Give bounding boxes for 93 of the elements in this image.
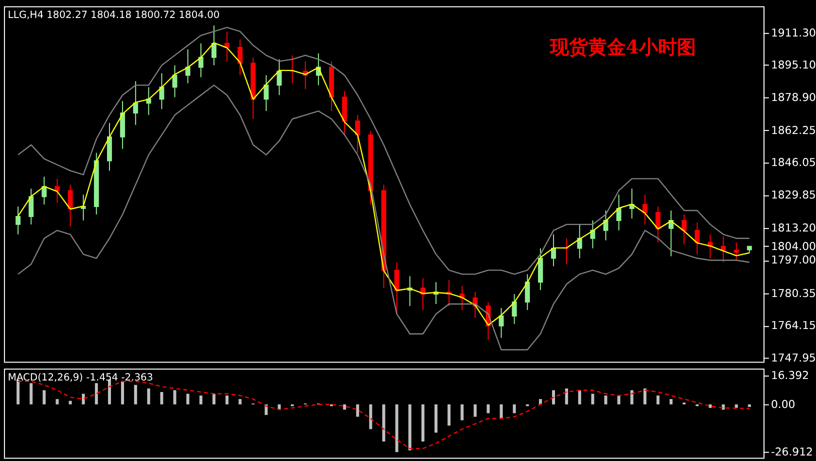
line-series <box>17 26 750 275</box>
bar <box>617 396 620 404</box>
y-tick-label: 0.00 <box>770 398 796 411</box>
y-tick-label: 1829.85 <box>770 188 816 202</box>
bar <box>56 399 59 404</box>
bar <box>121 381 124 404</box>
candlestick <box>120 100 126 150</box>
candlestick <box>616 194 622 231</box>
candlestick <box>734 242 739 261</box>
y-tick-label: 1911.30 <box>770 26 816 40</box>
candlestick <box>211 25 216 66</box>
bar <box>643 388 646 404</box>
bar <box>448 404 451 426</box>
bar <box>512 404 516 414</box>
candlestick <box>720 236 726 263</box>
bar <box>486 404 490 414</box>
y-tick-label: 1862.25 <box>770 124 816 137</box>
candlestick <box>159 72 164 110</box>
bar <box>670 399 673 404</box>
candlestick <box>394 262 400 314</box>
candlestick <box>107 122 112 172</box>
line-series <box>17 380 750 450</box>
candlestick <box>656 206 660 243</box>
candlestick <box>512 294 517 324</box>
bar <box>134 384 138 404</box>
candlestick <box>264 74 269 112</box>
y-tick-label: 1797.00 <box>770 254 816 267</box>
y-tick-label: 1804.00 <box>770 240 816 253</box>
candlestick <box>16 206 21 235</box>
bar <box>199 396 202 404</box>
bar <box>748 404 751 407</box>
y-tick-label: 1878.90 <box>770 90 816 104</box>
candlestick <box>642 194 648 225</box>
candlestick <box>524 274 530 310</box>
bar <box>356 404 360 417</box>
y-tick-label: 16.392 <box>770 368 810 382</box>
bar <box>226 396 228 404</box>
bar <box>343 404 346 410</box>
bar <box>565 388 568 404</box>
y-tick-label: -26.912 <box>770 445 813 458</box>
bar <box>30 383 33 404</box>
candlestick <box>172 64 178 98</box>
y-tick-label: 1813.20 <box>770 221 816 234</box>
bar <box>578 390 582 404</box>
bar <box>369 404 372 430</box>
bar <box>212 394 216 404</box>
candlestick <box>42 176 47 206</box>
bar <box>474 404 477 417</box>
bar <box>552 390 556 404</box>
candlestick <box>68 184 73 227</box>
candlestick <box>694 222 700 255</box>
bar <box>395 404 398 452</box>
candlestick <box>538 248 543 291</box>
line-series <box>17 84 750 350</box>
bar <box>108 380 111 404</box>
candlestick <box>355 114 360 154</box>
bar <box>500 404 503 419</box>
y-tick-label: 1846.05 <box>770 156 816 170</box>
bar <box>147 388 150 404</box>
candlestick <box>551 234 556 267</box>
candlestick <box>238 38 243 76</box>
candlestick <box>224 30 230 62</box>
bar <box>186 394 190 404</box>
candlestick <box>590 220 596 249</box>
bar <box>42 390 46 404</box>
bar <box>421 404 424 442</box>
candlestick <box>577 224 582 259</box>
y-tick-label: 1780.35 <box>770 286 816 300</box>
candlestick <box>342 90 348 136</box>
bar <box>94 383 98 404</box>
bar <box>160 392 164 404</box>
candlestick <box>28 188 34 225</box>
bar <box>591 394 594 404</box>
bar <box>656 396 660 404</box>
bar <box>238 399 242 404</box>
bar <box>408 404 412 450</box>
candlestick <box>498 308 504 338</box>
candlestick <box>133 80 138 126</box>
bar <box>68 400 72 404</box>
candlestick <box>198 42 204 78</box>
y-tick-label: 1747.95 <box>770 351 816 364</box>
candlestick <box>682 214 687 245</box>
bar <box>460 404 464 420</box>
bar <box>630 390 634 404</box>
bar <box>82 394 85 404</box>
text: 现货黄金4小时图 <box>548 36 696 59</box>
y-tick-label: 1895.10 <box>770 58 816 72</box>
y-tick-label: 1764.15 <box>770 319 816 332</box>
bar <box>434 404 438 433</box>
bar <box>173 390 176 404</box>
annotation: LLG,H4 1802.27 1804.18 1800.72 1804.00 <box>8 10 220 22</box>
annotation: MACD(12,26,9) -1.454 -2.363 <box>8 372 154 384</box>
bar <box>734 404 738 408</box>
